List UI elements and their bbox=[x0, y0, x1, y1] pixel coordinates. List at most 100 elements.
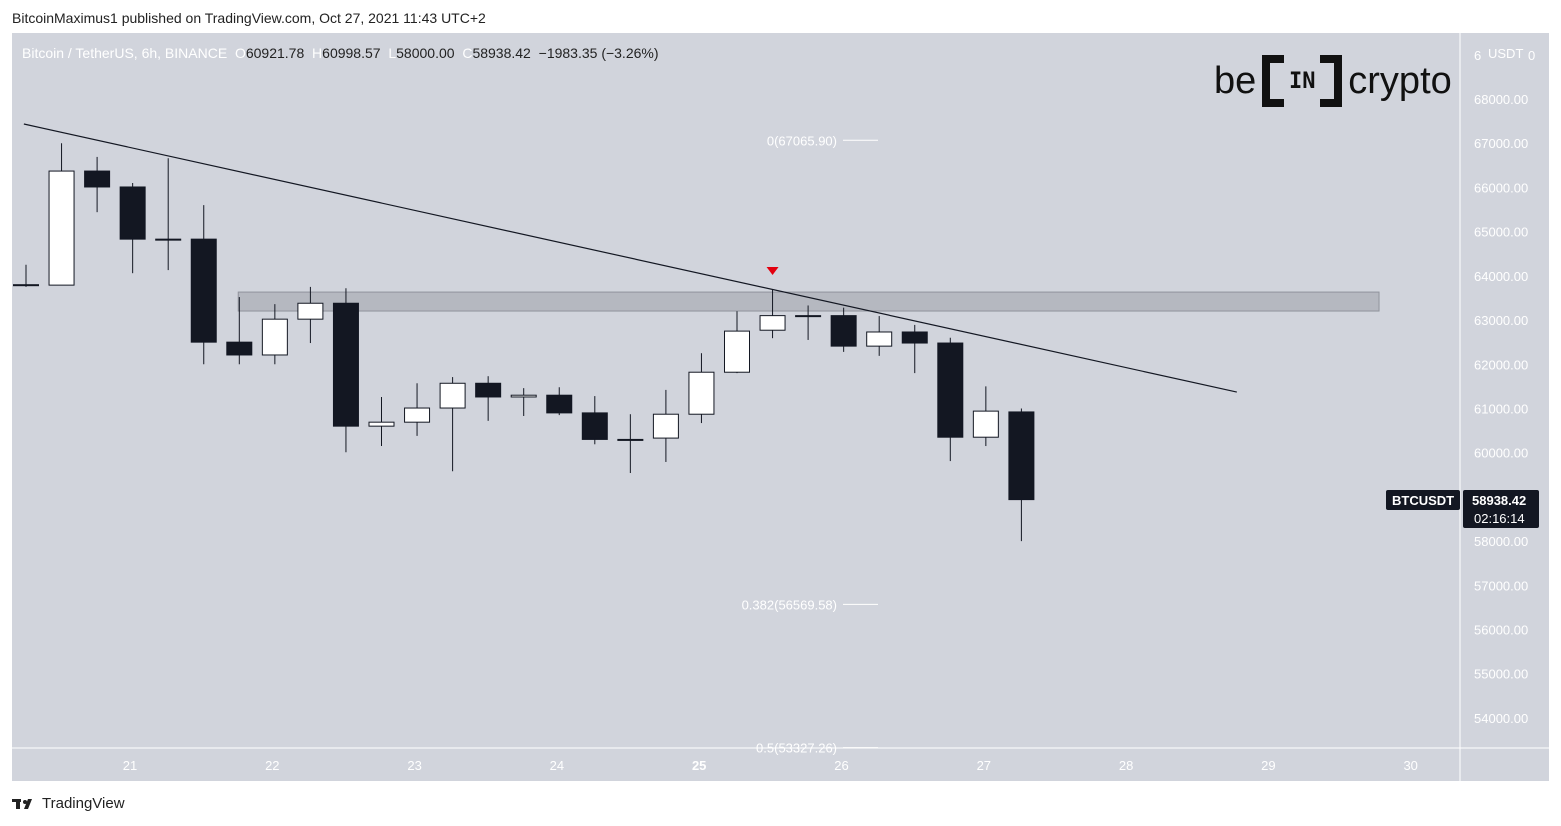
time-tick-label: 26 bbox=[834, 758, 848, 773]
candle-body bbox=[155, 238, 182, 241]
fib-level-label: 0(67065.90) bbox=[767, 133, 837, 148]
time-tick-label: 21 bbox=[123, 758, 137, 773]
candle-body bbox=[297, 302, 324, 320]
symbol-tag-bg bbox=[1386, 490, 1460, 510]
low-value: 58000.00 bbox=[396, 45, 455, 61]
candle-body bbox=[226, 341, 253, 356]
candle-body bbox=[404, 407, 431, 423]
candle-body bbox=[866, 331, 893, 347]
bullish-candle bbox=[368, 396, 395, 447]
bar-countdown: 02:16:14 bbox=[1474, 511, 1525, 526]
candle-body bbox=[332, 302, 359, 427]
symbol-title[interactable]: Bitcoin / TetherUS, 6h, BINANCE bbox=[22, 45, 228, 61]
candle-body bbox=[261, 318, 288, 356]
bearish-candle bbox=[830, 307, 857, 352]
time-tick-label: 24 bbox=[550, 758, 564, 773]
bullish-candle bbox=[510, 388, 537, 416]
candle-body bbox=[475, 382, 502, 398]
bullish-candle bbox=[297, 286, 324, 344]
price-axis[interactable]: 68000.00 67000.00 66000.00 65000.00 64000.00… bbox=[1474, 92, 1528, 726]
price-tick-label: 68000.00 bbox=[1474, 92, 1528, 107]
bullish-candle bbox=[972, 386, 999, 447]
time-tick-label: 25 bbox=[692, 758, 706, 773]
candle-body bbox=[84, 170, 111, 188]
logo-text-crypto: crypto bbox=[1348, 59, 1452, 102]
chart-panel[interactable] bbox=[12, 33, 1549, 781]
bullish-candle bbox=[48, 143, 75, 286]
price-tick-label: 58000.00 bbox=[1474, 534, 1528, 549]
ohlc-legend: Bitcoin / TetherUS, 6h, BINANCE O60921.7… bbox=[22, 45, 659, 61]
bullish-candle bbox=[724, 311, 750, 374]
candle-body bbox=[830, 315, 857, 347]
bearish-candle bbox=[119, 182, 146, 274]
bearish-candle bbox=[226, 297, 253, 365]
descending-trendline bbox=[23, 123, 1237, 393]
change-value: −1983.35 (−3.26%) bbox=[538, 45, 659, 61]
price-tick-label: 60000.00 bbox=[1474, 446, 1528, 461]
bearish-candle bbox=[1008, 408, 1035, 542]
price-tick-label: 63000.00 bbox=[1474, 313, 1528, 328]
bearish-candle bbox=[332, 288, 359, 453]
tradingview-brand: TradingView bbox=[42, 795, 125, 812]
candle-body bbox=[546, 394, 573, 414]
candle-body bbox=[759, 315, 786, 331]
price-tick-label: 65000.00 bbox=[1474, 225, 1528, 240]
candle-body bbox=[901, 331, 928, 344]
publish-info: BitcoinMaximus1 published on TradingView… bbox=[12, 10, 486, 26]
close-label: C bbox=[462, 45, 473, 61]
bullish-candle bbox=[439, 377, 466, 472]
candle-body bbox=[617, 438, 644, 441]
beincrypto-logo: be IN crypto bbox=[1214, 55, 1452, 107]
price-tag-bg bbox=[1463, 490, 1539, 528]
tradingview-logo-icon bbox=[12, 798, 32, 809]
bearish-candle bbox=[84, 156, 111, 213]
candle-body bbox=[688, 371, 715, 415]
candle-body bbox=[972, 410, 999, 438]
logo-bracket-in: IN bbox=[1262, 55, 1343, 107]
candle-body bbox=[795, 315, 822, 318]
candle-body bbox=[190, 238, 217, 343]
price-tick-label: 67000.00 bbox=[1474, 136, 1528, 151]
candle-body bbox=[1008, 411, 1035, 501]
time-tick-label: 30 bbox=[1403, 758, 1417, 773]
candle-body bbox=[13, 284, 39, 287]
bearish-candle bbox=[546, 387, 573, 416]
candle-body bbox=[724, 330, 750, 373]
tradingview-footer[interactable]: TradingView bbox=[12, 795, 125, 812]
bullish-candle bbox=[155, 158, 182, 271]
time-tick-label: 28 bbox=[1119, 758, 1133, 773]
bearish-candle bbox=[901, 324, 928, 374]
bearish-candle bbox=[190, 205, 217, 365]
low-label: L bbox=[388, 45, 397, 61]
candle-body bbox=[937, 342, 964, 438]
price-axis-partial-label: 6 bbox=[1474, 48, 1481, 63]
bullish-candle bbox=[688, 353, 715, 424]
high-value: 60998.57 bbox=[322, 45, 381, 61]
price-axis-partial-label-right: 0 bbox=[1528, 48, 1535, 63]
candle-body bbox=[119, 186, 146, 240]
time-tick-label: 22 bbox=[265, 758, 279, 773]
symbol-tag: BTCUSDT bbox=[1392, 493, 1454, 508]
time-tick-label: 29 bbox=[1261, 758, 1275, 773]
price-tick-label: 55000.00 bbox=[1474, 667, 1528, 682]
price-axis-currency: USDT bbox=[1488, 46, 1523, 61]
candle-body bbox=[652, 413, 679, 439]
candle-body bbox=[510, 394, 537, 398]
open-label: O bbox=[234, 45, 246, 61]
candle-body bbox=[439, 382, 466, 409]
logo-text-be: be bbox=[1214, 59, 1257, 102]
time-axis[interactable]: 21 22 23 24 25 26 27 28 29 30 bbox=[123, 758, 1418, 773]
time-tick-label: 23 bbox=[407, 758, 421, 773]
bullish-candle bbox=[13, 264, 39, 287]
price-tick-label: 66000.00 bbox=[1474, 180, 1528, 195]
bearish-candle bbox=[581, 396, 608, 445]
bullish-candle bbox=[759, 289, 786, 339]
bullish-candle bbox=[866, 316, 893, 356]
bullish-candle bbox=[261, 304, 288, 365]
resistance-zone bbox=[237, 291, 1380, 312]
fib-level-label: 0.382(56569.58) bbox=[742, 597, 837, 612]
price-tick-label: 57000.00 bbox=[1474, 578, 1528, 593]
bullish-candle bbox=[795, 305, 822, 340]
price-tick-label: 54000.00 bbox=[1474, 711, 1528, 726]
